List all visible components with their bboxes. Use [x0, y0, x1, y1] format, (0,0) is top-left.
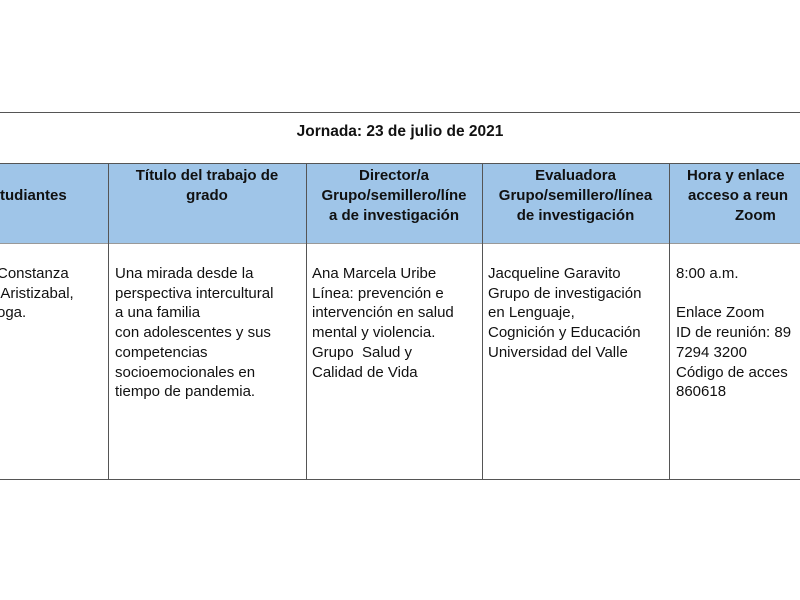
cell-director: Ana Marcela Uribe Línea: prevención e in… — [312, 264, 454, 382]
cell-line: Universidad del Valle — [488, 343, 628, 361]
cell-line: socioemocionales en — [115, 363, 256, 381]
cell-line — [676, 284, 791, 304]
cell-evaluadora: Jacqueline Garavito Grupo de investigaci… — [488, 264, 641, 363]
header-line: Evaluadora — [535, 167, 616, 184]
header-row-border — [0, 243, 800, 244]
header-titulo: Título del trabajo de grado — [108, 166, 306, 206]
cell-line: Jacqueline Garavito — [488, 265, 621, 282]
header-line: Título del trabajo de — [135, 167, 279, 184]
cell-line: Línea: prevención e — [312, 284, 444, 302]
cell-line: tiempo de pandemia. — [115, 383, 256, 401]
header-evaluadora: Evaluadora Grupo/semillero/línea de inve… — [482, 166, 669, 226]
cell-line: perspectiva intercultural — [115, 284, 274, 302]
cell-line: intervención en salud — [312, 304, 454, 322]
column-divider — [306, 163, 307, 480]
table-top-border — [0, 112, 800, 113]
column-divider — [669, 163, 670, 480]
cell-line: a una familia — [115, 304, 201, 322]
header-line: grado — [186, 187, 228, 204]
cell-line: Cognición y Educación — [488, 324, 641, 342]
header-line: de investigación — [516, 207, 635, 224]
cell-line: con adolescentes y sus — [115, 324, 271, 342]
header-row-background — [0, 164, 800, 243]
header-line: acceso a reun — [688, 187, 789, 204]
cell-line: Constanza — [0, 265, 69, 282]
cell-line: Código de acces — [676, 363, 788, 381]
cell-line: Aristizabal, — [0, 284, 74, 302]
cell-estudiantes: Constanza Aristizabal, oga. — [0, 264, 74, 323]
cell-line: Grupo Salud y — [312, 343, 413, 361]
cell-line: en Lenguaje, — [488, 304, 575, 322]
column-divider — [108, 163, 109, 480]
header-estudiantes: tudiantes — [0, 166, 108, 206]
title-row-border — [0, 163, 800, 164]
header-line: Zoom — [735, 207, 776, 224]
cell-line: oga. — [0, 304, 27, 322]
header-hora: Hora y enlace acceso a reun Zoom — [676, 166, 800, 226]
jornada-title: Jornada: 23 de julio de 2021 — [296, 123, 504, 140]
cell-line: Calidad de Vida — [312, 363, 418, 381]
cell-line: competencias — [115, 343, 208, 361]
header-director: Director/a Grupo/semillero/líne a de inv… — [306, 166, 482, 226]
header-line: tudiantes — [0, 187, 67, 204]
cell-line: 860618 — [676, 383, 727, 401]
cell-line: Una mirada desde la — [115, 265, 254, 282]
header-line — [0, 166, 108, 186]
header-line: Grupo/semillero/línea — [498, 187, 653, 204]
cell-line: Enlace Zoom — [676, 304, 765, 322]
cell-titulo: Una mirada desde la perspectiva intercul… — [115, 264, 273, 402]
cell-hora: 8:00 a.m. Enlace Zoom ID de reunión: 89 … — [676, 264, 791, 402]
column-divider — [482, 163, 483, 480]
cell-line: ID de reunión: 89 — [676, 324, 792, 342]
cell-line: 8:00 a.m. — [676, 265, 739, 282]
cell-line: Ana Marcela Uribe — [312, 265, 437, 282]
header-line: Grupo/semillero/líne — [321, 187, 467, 204]
header-line: Director/a — [358, 167, 430, 184]
table-bottom-border — [0, 479, 800, 480]
header-line: Hora y enlace — [687, 167, 785, 184]
cell-line: mental y violencia. — [312, 324, 436, 342]
header-line: a de investigación — [328, 207, 460, 224]
cell-line: 7294 3200 — [676, 343, 747, 361]
cell-line: Grupo de investigación — [488, 284, 642, 302]
